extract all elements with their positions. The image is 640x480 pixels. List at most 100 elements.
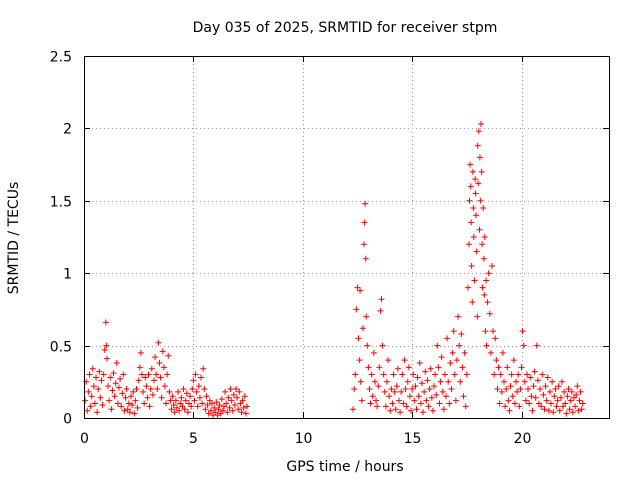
data-point (369, 393, 376, 400)
data-point (482, 328, 489, 335)
data-point (516, 403, 523, 410)
data-point (153, 371, 160, 378)
data-point (546, 388, 553, 395)
data-point (389, 400, 396, 407)
data-point (416, 359, 423, 366)
data-point (527, 374, 534, 381)
data-point (147, 386, 154, 393)
data-point (211, 404, 218, 411)
data-point (477, 197, 484, 204)
data-point (390, 371, 397, 378)
data-point (423, 397, 430, 404)
data-point (188, 403, 195, 410)
data-point (562, 400, 569, 407)
data-point (138, 371, 145, 378)
data-point (96, 368, 103, 375)
data-point (109, 387, 116, 394)
data-point (449, 349, 456, 356)
data-point (533, 342, 540, 349)
y-tick-label: 2 (63, 122, 72, 138)
data-point (157, 374, 164, 381)
data-point (440, 406, 447, 413)
data-point (451, 371, 458, 378)
data-point (406, 393, 413, 400)
data-point (123, 386, 130, 393)
data-point (149, 391, 156, 398)
data-point (548, 400, 555, 407)
data-point (542, 383, 549, 390)
data-point (555, 383, 562, 390)
data-point (356, 357, 363, 364)
data-point (131, 410, 138, 417)
data-point (462, 403, 469, 410)
data-point (468, 219, 475, 226)
data-point (91, 400, 98, 407)
data-point (233, 386, 240, 393)
x-tick-label: 20 (514, 431, 532, 447)
data-point (358, 397, 365, 404)
data-point (118, 403, 125, 410)
data-point (142, 374, 149, 381)
data-point (202, 406, 209, 413)
data-point (472, 190, 479, 197)
x-tick-label: 15 (404, 431, 422, 447)
data-point (170, 401, 177, 408)
data-point (229, 407, 236, 414)
data-point (98, 377, 105, 384)
data-point (103, 342, 110, 349)
data-point (199, 400, 206, 407)
data-point (486, 310, 493, 317)
data-point (86, 371, 93, 378)
data-point (445, 378, 452, 385)
data-point (507, 383, 514, 390)
data-point (515, 371, 522, 378)
data-point (155, 339, 162, 346)
data-point (107, 374, 114, 381)
data-point (479, 241, 486, 248)
data-point (363, 313, 370, 320)
data-point (114, 400, 121, 407)
data-point (394, 365, 401, 372)
data-point (143, 383, 150, 390)
data-point (497, 371, 504, 378)
data-point (503, 386, 510, 393)
data-point (355, 335, 362, 342)
data-point (120, 371, 127, 378)
data-point (495, 364, 502, 371)
data-point (88, 393, 95, 400)
data-point (484, 299, 491, 306)
data-point (480, 255, 487, 262)
data-point (208, 400, 215, 407)
data-point (184, 409, 191, 416)
data-point (181, 406, 188, 413)
data-point (402, 386, 409, 393)
data-point (573, 391, 580, 398)
data-point (183, 390, 190, 397)
data-point (565, 386, 572, 393)
data-point (238, 409, 245, 416)
data-point (156, 359, 163, 366)
data-point (386, 393, 393, 400)
data-point (382, 403, 389, 410)
data-point (518, 364, 525, 371)
data-point (87, 403, 94, 410)
data-point (137, 349, 144, 356)
data-point (432, 371, 439, 378)
data-point (450, 328, 457, 335)
data-point (400, 400, 407, 407)
data-point (417, 400, 424, 407)
data-point (133, 386, 140, 393)
data-point (357, 378, 364, 385)
data-point (566, 406, 573, 413)
data-point (552, 386, 559, 393)
data-point (526, 400, 533, 407)
data-point (125, 400, 132, 407)
data-point (538, 403, 545, 410)
data-point (234, 394, 241, 401)
data-point (99, 401, 106, 408)
data-point (410, 371, 417, 378)
data-point (235, 406, 242, 413)
data-point (488, 262, 495, 269)
data-point (498, 388, 505, 395)
data-point (222, 388, 229, 395)
